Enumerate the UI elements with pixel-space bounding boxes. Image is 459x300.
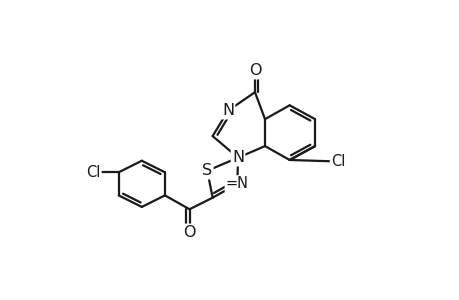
Text: N: N [231, 150, 244, 165]
Text: Cl: Cl [330, 154, 345, 169]
Text: =N: =N [225, 176, 248, 191]
Text: N: N [222, 103, 234, 118]
Text: O: O [183, 225, 196, 240]
Text: S: S [202, 163, 212, 178]
Text: Cl: Cl [86, 165, 100, 180]
Text: O: O [248, 63, 261, 78]
